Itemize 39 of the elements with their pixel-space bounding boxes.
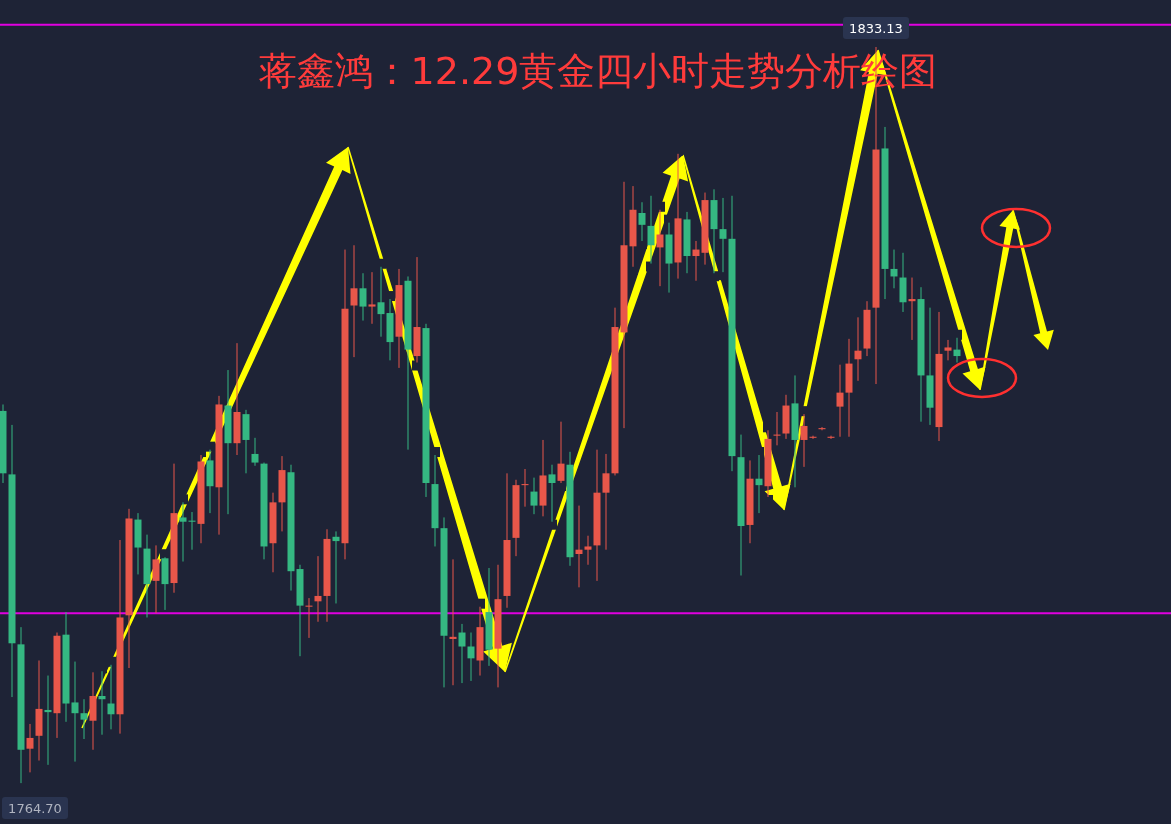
candlestick [314, 555, 322, 623]
candlestick [944, 339, 952, 361]
candlestick [584, 535, 592, 566]
candlestick [377, 266, 385, 338]
candlestick [368, 271, 376, 325]
annotation: 1833.13 [849, 20, 903, 36]
candlestick [107, 664, 115, 730]
candlestick [458, 623, 466, 684]
candlestick [890, 249, 898, 289]
candlestick [548, 464, 556, 523]
candlestick [719, 197, 727, 273]
candlestick [908, 277, 916, 341]
candlestick [359, 272, 367, 322]
candlestick [836, 364, 844, 438]
candlestick [467, 632, 475, 682]
candlestick [71, 661, 79, 763]
candlestick [530, 477, 538, 515]
candlestick [656, 209, 664, 287]
candlestick [692, 240, 700, 282]
candlestick [800, 413, 808, 468]
candlestick [638, 201, 646, 242]
candlestick [647, 195, 655, 265]
candlestick [575, 505, 583, 588]
candlestick [152, 544, 160, 614]
candlestick [251, 437, 259, 467]
candlestick [332, 530, 340, 604]
candlestick [179, 501, 187, 563]
candlestick [557, 421, 565, 484]
candlestick [80, 698, 88, 740]
candlestick [350, 244, 358, 358]
candlestick [755, 454, 763, 514]
candlestick [98, 670, 106, 736]
annotation: 1764.70 [8, 800, 62, 816]
candlestick [953, 337, 961, 364]
candlestick [44, 675, 52, 766]
candlestick [602, 453, 610, 551]
candlestick [26, 723, 34, 773]
candlestick [449, 558, 457, 686]
candlestick [854, 316, 862, 382]
